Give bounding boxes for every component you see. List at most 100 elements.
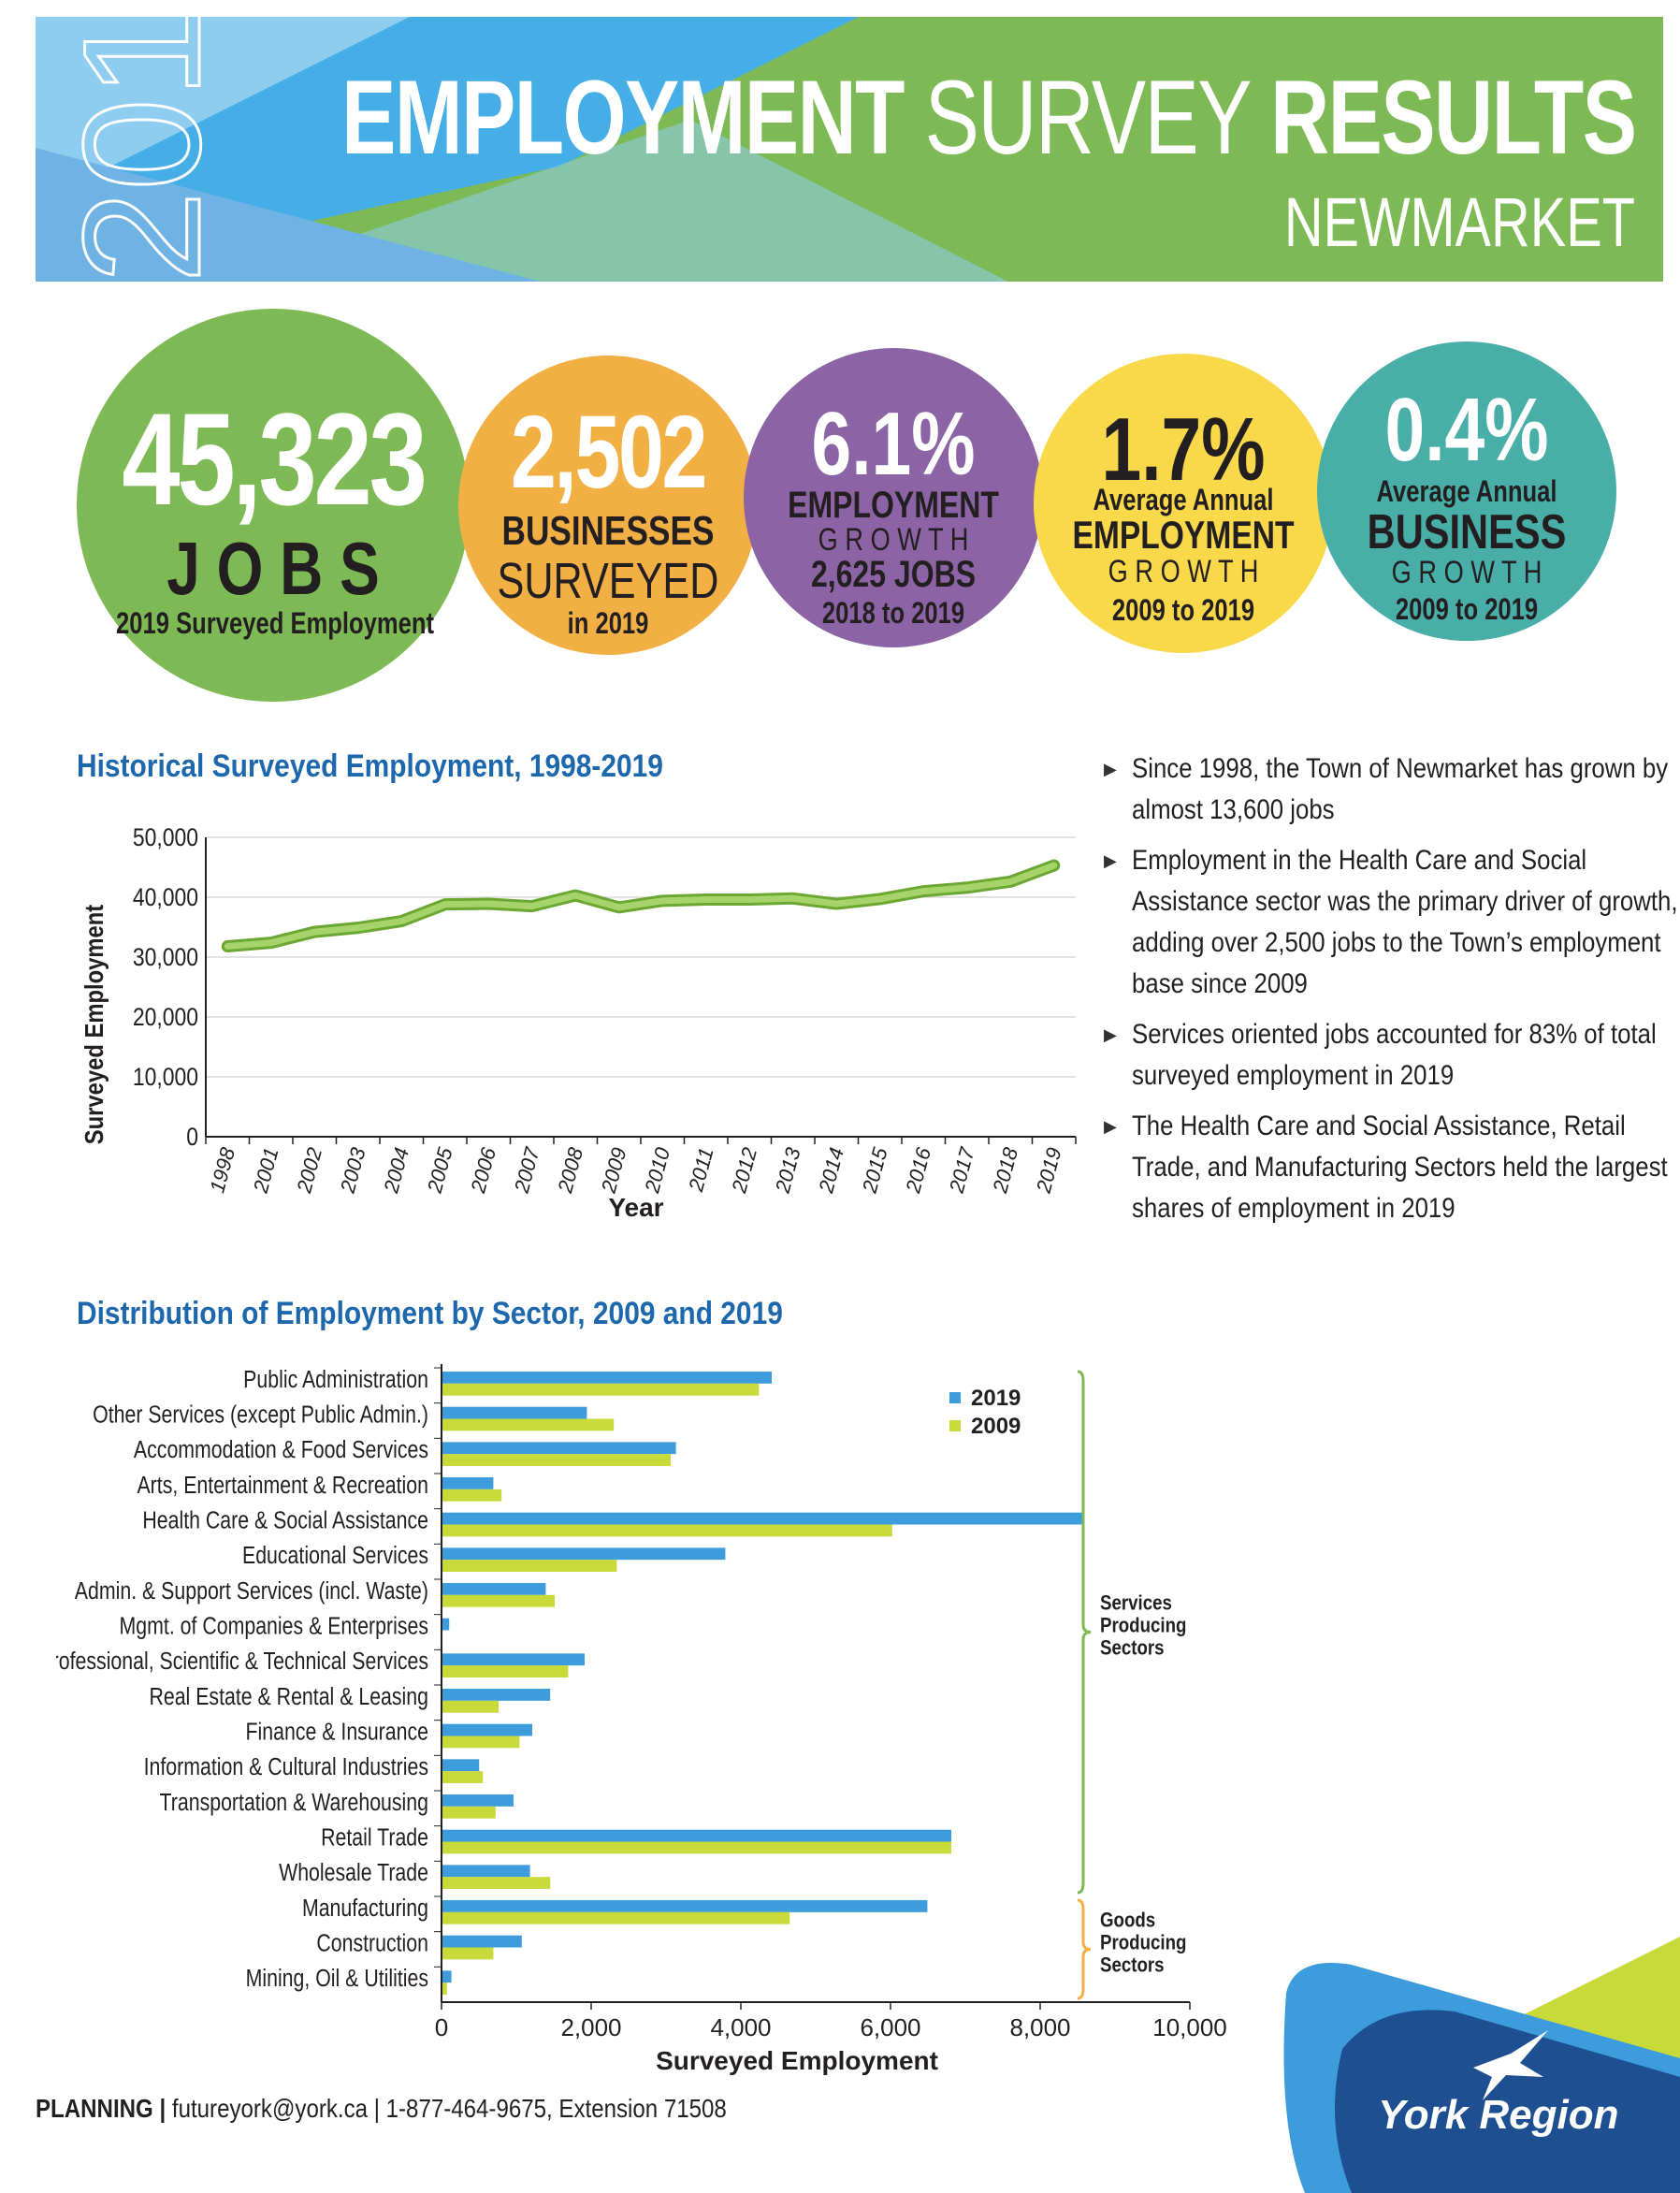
footer-contact: PLANNING | futureyork@york.ca | 1-877-46… — [36, 2094, 727, 2123]
finding-item: ▶ The Health Care and Social Assistance, … — [1104, 1106, 1668, 1229]
category-label: Educational Services — [242, 1542, 428, 1570]
data-point — [313, 931, 316, 934]
category-label: Wholesale Trade — [279, 1859, 428, 1887]
stat-label-2: G R O W T H — [818, 522, 969, 558]
stat-label: Average Annual — [1093, 483, 1274, 516]
y-tick-label: 50,000 — [133, 823, 198, 851]
stat-circle-employment-growth: 6.1% EMPLOYMENT G R O W T H 2,625 JOBS 2… — [744, 348, 1043, 647]
year-vertical: 2019 — [48, 17, 233, 282]
data-point — [835, 903, 838, 906]
arrow-right-icon: ▶ — [1104, 760, 1117, 778]
category-labels: Public Administration Other Services (exc… — [56, 1366, 428, 1993]
bar-2009 — [442, 1418, 615, 1431]
x-axis-label: Surveyed Employment — [656, 2046, 938, 2075]
data-point — [704, 898, 707, 901]
stat-label-2: EMPLOYMENT — [1072, 513, 1295, 557]
stat-circle-avg-employment-growth: 1.7% Average Annual EMPLOYMENT G R O W T… — [1034, 354, 1333, 653]
data-point — [356, 926, 359, 929]
arrow-right-icon: ▶ — [1104, 1117, 1117, 1136]
stat-circle-businesses: 2,502 BUSINESSES SURVEYED in 2019 — [458, 356, 758, 655]
grid — [434, 1364, 1191, 2010]
x-ticks: 0 2,000 4,000 6,000 8,000 10,000 — [435, 2013, 1227, 2041]
bar-2009 — [442, 1560, 617, 1572]
header-banner: 2019 EMPLOYMENT SURVEY RESULTS NEWMARKET — [36, 17, 1663, 282]
data-point — [226, 945, 229, 948]
finding-item: ▶ Employment in the Health Care and Socia… — [1104, 840, 1678, 1005]
y-axis-label: Surveyed Employment — [79, 904, 109, 1144]
header-background — [36, 17, 1663, 282]
category-label: Finance & Insurance — [246, 1719, 428, 1747]
bar-2019 — [442, 1618, 450, 1631]
stat-circle-avg-business-growth: 0.4% Average Annual BUSINESS G R O W T H… — [1317, 341, 1616, 641]
x-tick-label: 2008 — [553, 1144, 587, 1196]
y-tick-label: 10,000 — [133, 1063, 198, 1091]
bar-2009 — [442, 1736, 520, 1749]
bar-2009 — [442, 1877, 551, 1889]
x-tick-label: 2017 — [945, 1144, 979, 1196]
data-point — [443, 903, 446, 906]
stat-label-3: G R O W T H — [1391, 555, 1542, 590]
y-tick-label: 40,000 — [133, 883, 198, 911]
x-tick-label: 0 — [435, 2013, 448, 2041]
x-tick-label: 2015 — [858, 1144, 892, 1196]
bar-2009 — [442, 1841, 951, 1854]
category-label: Accommodation & Food Services — [134, 1436, 428, 1464]
bar-2019 — [442, 1829, 951, 1842]
stat-unit: J O B S — [167, 527, 380, 610]
bar-2009 — [442, 1594, 555, 1607]
bar-2009 — [442, 1771, 484, 1783]
bar-2019 — [442, 1477, 494, 1489]
bar-2009 — [442, 1982, 447, 1995]
sector-distribution-chart: Public Administration Other Services (exc… — [56, 1364, 1227, 2075]
category-label: Health Care & Social Assistance — [142, 1507, 428, 1535]
bar-2019 — [442, 1794, 514, 1807]
bar-2009 — [442, 1383, 760, 1396]
data-point — [791, 897, 794, 900]
bars — [442, 1372, 1083, 1995]
y-tick-label: 30,000 — [133, 943, 198, 971]
bar-2019 — [442, 1512, 1083, 1525]
svg-text:2019: 2019 — [49, 17, 232, 282]
x-axis-label: Year — [608, 1193, 663, 1222]
bar-2009 — [442, 1806, 496, 1819]
category-label: Real Estate & Rental & Leasing — [149, 1683, 428, 1711]
group-brace — [1077, 1898, 1092, 2000]
x-tick-label: 2018 — [988, 1144, 1022, 1196]
bar-2019 — [442, 1970, 452, 1983]
stat-label-3: 2,625 JOBS — [810, 554, 977, 595]
arrow-right-icon: ▶ — [1104, 1025, 1117, 1044]
stat-label-3: G R O W T H — [1108, 554, 1259, 589]
bar-2019 — [442, 1723, 532, 1736]
data-point — [617, 906, 620, 908]
stat-caption: in 2019 — [567, 606, 649, 640]
stat-circle-jobs: 45,323 J O B S 2019 Surveyed Employment — [77, 309, 470, 702]
data-point — [574, 894, 577, 897]
x-tick-label: 2016 — [901, 1144, 935, 1196]
historical-employment-chart: 0 10,000 20,000 30,000 40,000 50,000 1998 2001… — [79, 823, 1077, 1222]
footer-label: PLANNING — [36, 2094, 153, 2123]
page-subtitle: NEWMARKET — [1283, 183, 1635, 261]
category-label: Mgmt. of Companies & Enterprises — [120, 1613, 429, 1641]
category-label: Arts, Entertainment & Recreation — [137, 1472, 428, 1500]
x-tick-label: 2004 — [379, 1145, 413, 1197]
y-tick-label: 0 — [186, 1123, 198, 1151]
footer-contact-text[interactable]: futureyork@york.ca | 1-877-464-9675, Ext… — [171, 2094, 727, 2123]
star-icon — [1473, 2030, 1548, 2100]
series-line — [224, 862, 1058, 950]
stat-caption: 2018 to 2019 — [821, 596, 965, 630]
legend-label: 2009 — [971, 1414, 1021, 1439]
logo-text: York Region — [1378, 2092, 1619, 2138]
grid — [205, 836, 1077, 1144]
x-tick-label: 2007 — [510, 1144, 544, 1196]
data-point — [400, 920, 403, 922]
x-tick-label: 2014 — [814, 1145, 848, 1197]
bar-2019 — [442, 1689, 551, 1701]
category-label: Admin. & Support Services (incl. Waste) — [75, 1577, 428, 1605]
stat-caption: 2009 to 2019 — [1111, 593, 1255, 627]
york-region-logo: York Region — [1283, 1937, 1680, 2193]
bar-2019 — [442, 1653, 585, 1666]
data-point — [878, 897, 881, 900]
group-label: Goods Producing Sectors — [1100, 1910, 1186, 1977]
bar-2009 — [442, 1489, 502, 1502]
bar-2019 — [442, 1442, 676, 1455]
